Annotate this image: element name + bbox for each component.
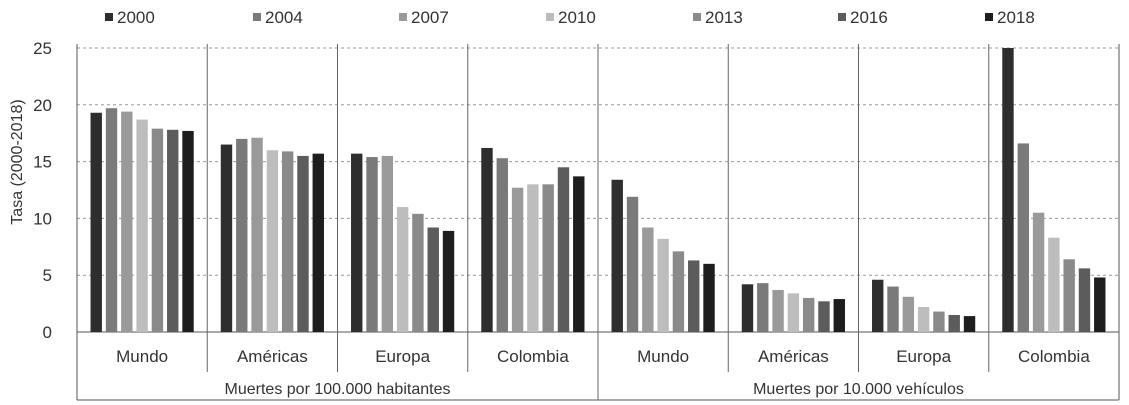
bar: [167, 129, 179, 332]
y-tick-label: 15: [33, 153, 52, 172]
bar: [741, 284, 754, 332]
bar: [527, 184, 539, 332]
y-tick-label: 0: [43, 323, 52, 342]
bar: [312, 153, 324, 332]
bar: [757, 283, 769, 332]
legend-label: 2016: [850, 8, 888, 27]
bar: [105, 108, 118, 332]
category-label: Colombia: [497, 347, 569, 366]
bar: [657, 238, 669, 332]
category-label: Américas: [237, 347, 308, 366]
bar: [381, 155, 394, 332]
category-label: Mundo: [637, 347, 689, 366]
bar: [772, 289, 784, 332]
legend-label: 2018: [997, 8, 1035, 27]
y-axis-title: Tasa (2000-2018): [9, 99, 26, 224]
bar: [672, 251, 685, 332]
bar: [251, 137, 263, 332]
bar: [1094, 277, 1106, 332]
bar: [121, 111, 133, 332]
category-label: Colombia: [1018, 347, 1090, 366]
legend-swatch: [693, 13, 701, 21]
legend-label: 2000: [117, 8, 155, 27]
bar: [1002, 48, 1014, 332]
bar: [396, 207, 409, 332]
bar: [787, 293, 800, 332]
legend-label: 2010: [558, 8, 596, 27]
bar: [1063, 259, 1075, 332]
y-tick-label: 5: [43, 266, 52, 285]
y-tick-label: 10: [33, 209, 52, 228]
bar: [611, 179, 623, 332]
legend-swatch: [838, 13, 846, 21]
bar: [833, 299, 845, 332]
bar: [557, 167, 570, 332]
bar: [917, 307, 930, 332]
bar: [481, 147, 493, 332]
bar: [626, 196, 639, 332]
legend-swatch: [105, 13, 113, 21]
bar: [542, 184, 554, 332]
legend-label: 2004: [265, 8, 303, 27]
bar: [948, 314, 960, 332]
bar: [182, 130, 194, 332]
bar: [136, 119, 148, 333]
bar: [818, 301, 830, 332]
legend-swatch: [546, 13, 554, 21]
bar: [872, 279, 884, 332]
bar: [496, 158, 508, 332]
bar: [427, 227, 439, 332]
y-tick-label: 20: [33, 96, 52, 115]
category-label: Américas: [758, 347, 829, 366]
bar: [151, 128, 164, 332]
bar: [642, 227, 654, 332]
bar: [1078, 268, 1091, 332]
bar: [573, 176, 585, 332]
legend-swatch: [253, 13, 261, 21]
category-label: Europa: [375, 347, 430, 366]
category-label: Europa: [896, 347, 951, 366]
bar: [963, 316, 976, 332]
legend-swatch: [399, 13, 407, 21]
bar: [902, 296, 915, 332]
bar: [297, 155, 309, 332]
legend-swatch: [985, 13, 993, 21]
bar: [351, 153, 363, 332]
bar: [220, 144, 233, 332]
bar: [236, 138, 248, 332]
legend-label: 2013: [705, 8, 743, 27]
category-label: Mundo: [116, 347, 168, 366]
bar: [1032, 212, 1045, 332]
bar: [442, 230, 455, 332]
legend-label: 2007: [411, 8, 449, 27]
bar: [90, 112, 102, 332]
group-label: Muertes por 10.000 vehículos: [753, 381, 964, 398]
bar: [802, 297, 815, 332]
bar: [887, 286, 899, 332]
group-label: Muertes por 100.000 habitantes: [225, 381, 451, 398]
bar: [412, 213, 424, 332]
bar: [1017, 143, 1029, 332]
bar: [1048, 237, 1060, 332]
bar: [366, 157, 378, 332]
bar: [266, 150, 279, 332]
bar: [281, 151, 294, 332]
bar: [703, 263, 715, 332]
y-tick-label: 25: [33, 39, 52, 58]
bar: [511, 187, 524, 332]
bar: [933, 311, 945, 332]
bar: [688, 260, 700, 332]
